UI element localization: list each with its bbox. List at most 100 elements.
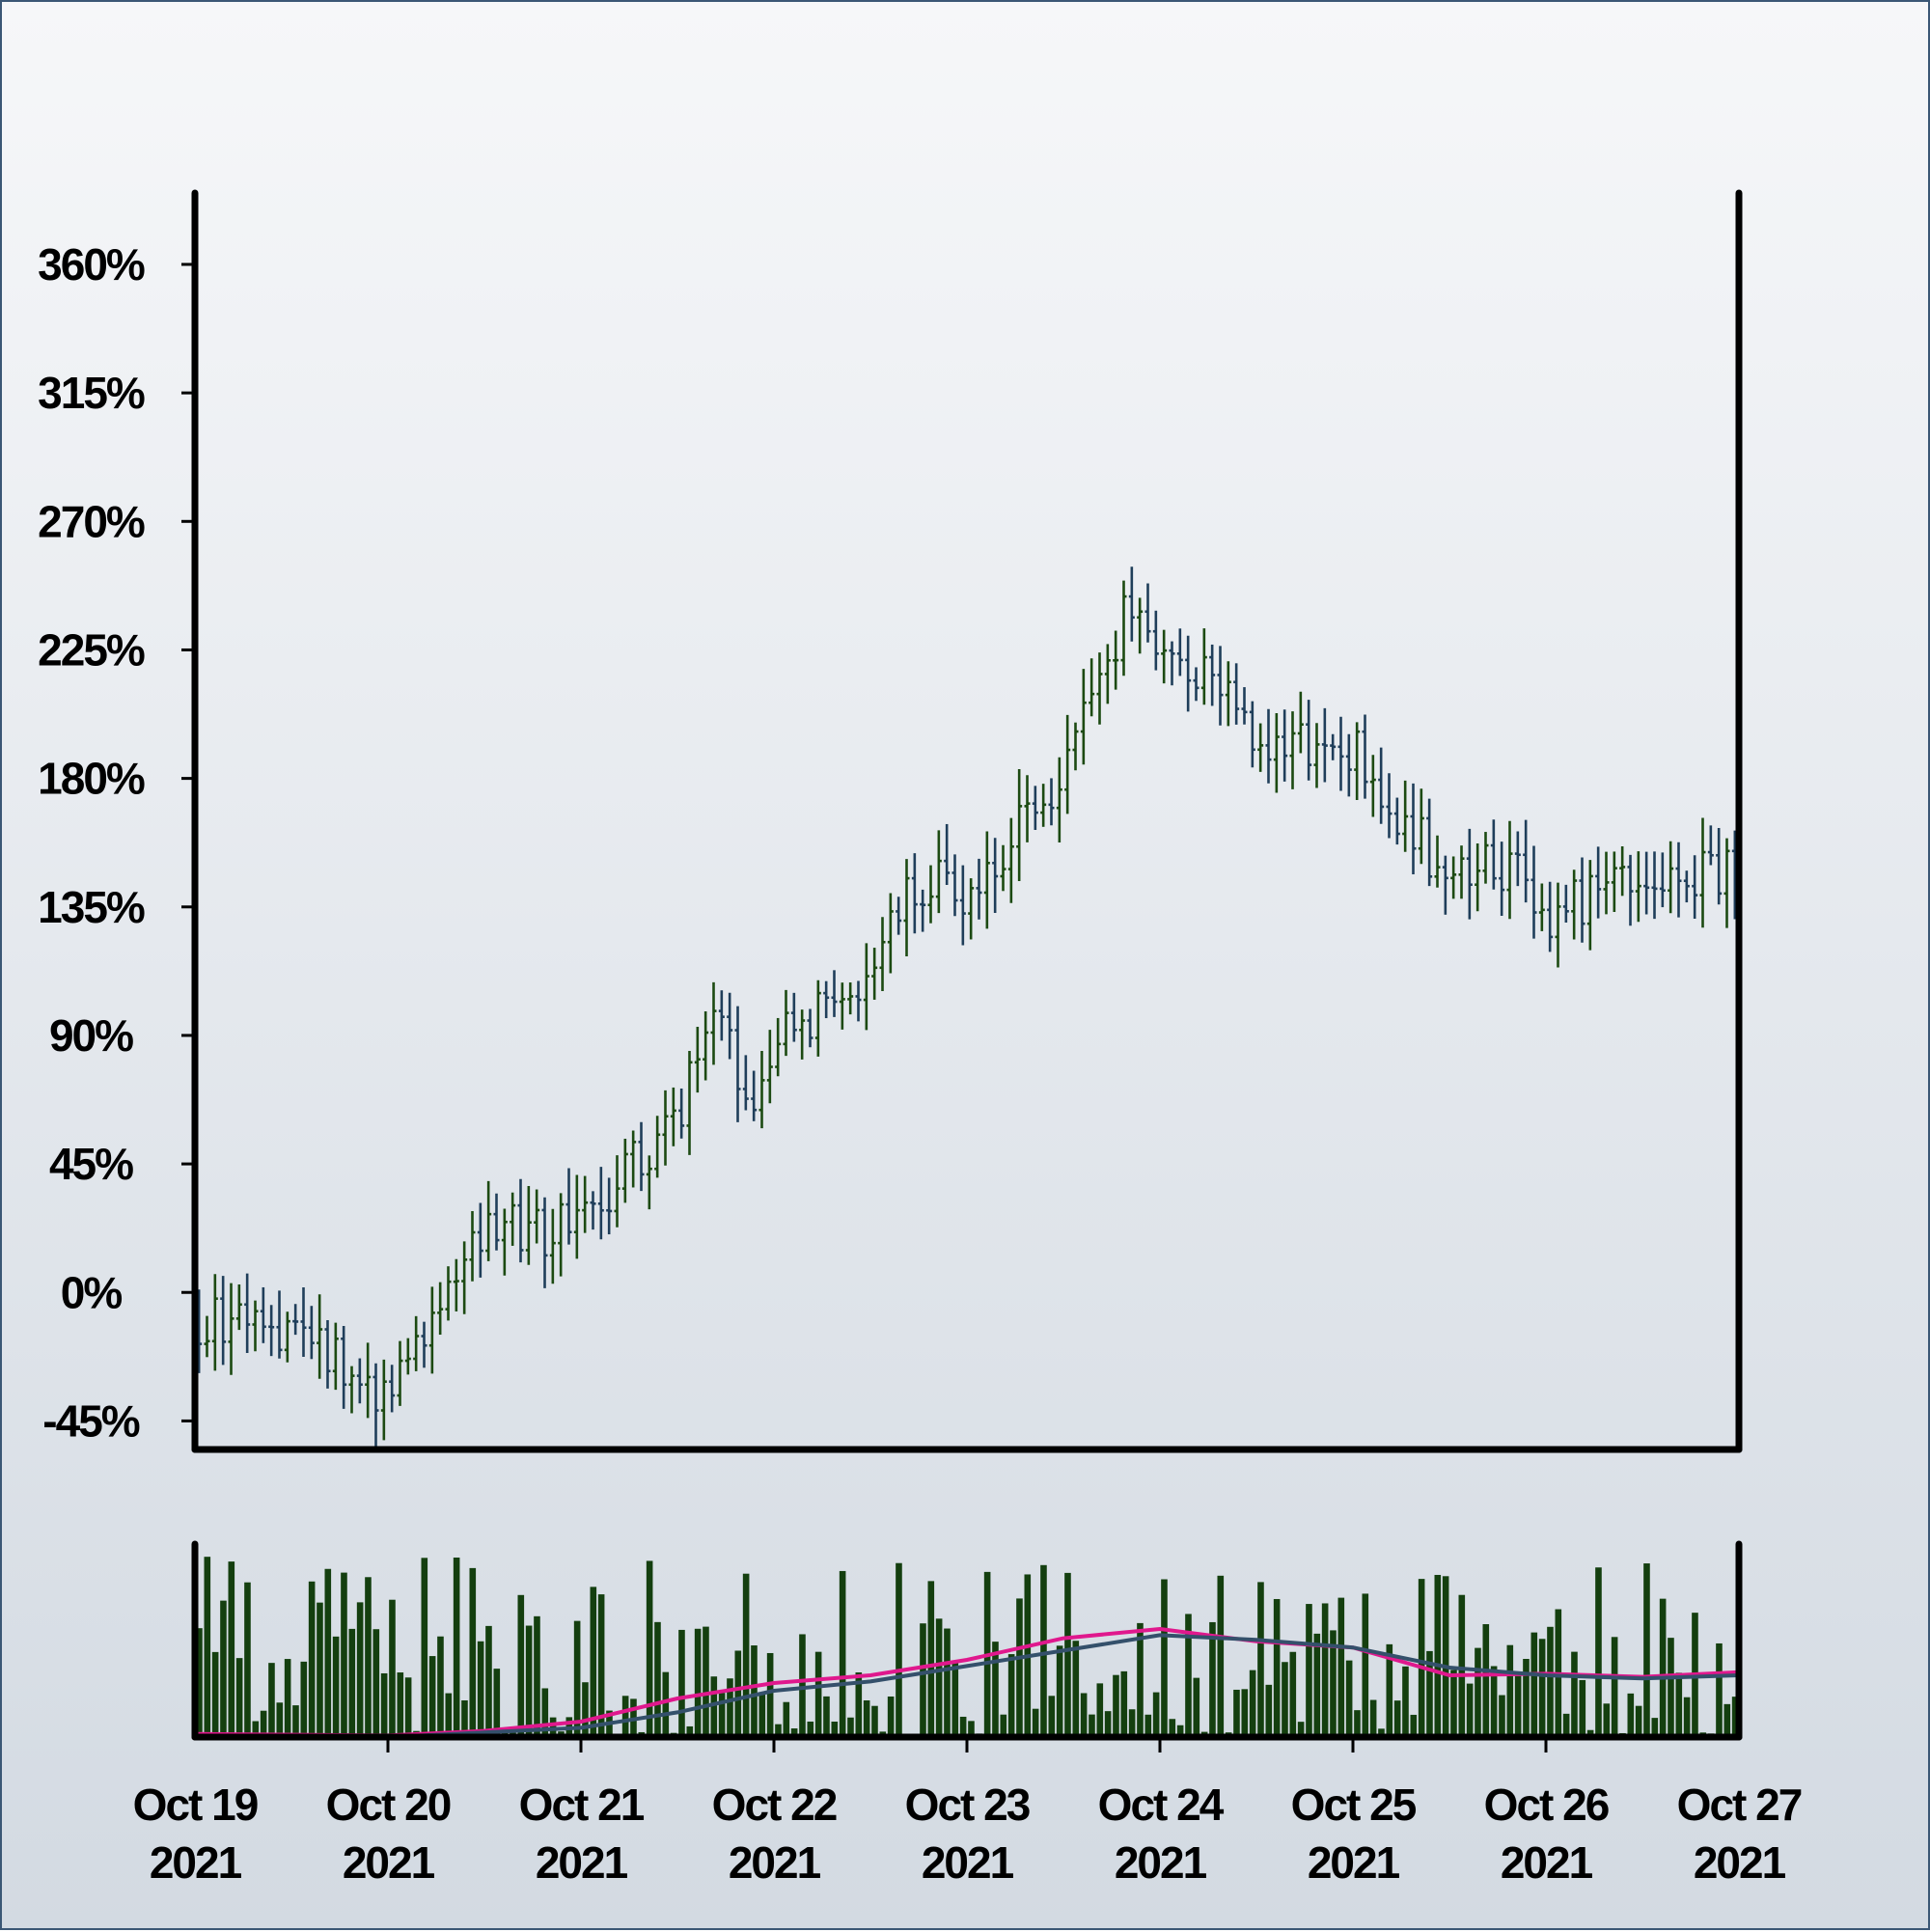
volume-bar — [896, 1562, 902, 1737]
ohlc-bar — [1193, 667, 1199, 702]
volume-bar — [1040, 1564, 1047, 1737]
ohlc-bar — [630, 1130, 637, 1188]
volume-bar — [1603, 1703, 1611, 1737]
volume-bar — [863, 1699, 870, 1737]
volume-bar — [590, 1587, 597, 1737]
ohlc-bar — [573, 1174, 580, 1259]
y-tick-label: -45% — [42, 1395, 139, 1446]
volume-bar — [389, 1599, 396, 1737]
ohlc-bar — [1306, 700, 1312, 781]
y-tick-label: 270% — [38, 496, 145, 546]
ohlc-bar — [317, 1294, 323, 1379]
ohlc-bar — [252, 1300, 259, 1352]
x-tick-label: Oct 24 — [1098, 1780, 1225, 1830]
ohlc-bar — [1265, 708, 1272, 784]
volume-bar — [1313, 1633, 1321, 1737]
ohlc-bar — [1482, 832, 1489, 884]
price-bars — [196, 566, 1738, 1447]
volume-ma-short-line — [194, 1627, 1740, 1738]
ohlc-bar — [1523, 819, 1530, 903]
ohlc-bar — [1514, 831, 1521, 887]
ohlc-bar — [1113, 630, 1119, 690]
volume-bar — [196, 1628, 203, 1737]
volume-bar — [204, 1557, 211, 1737]
volume-bar — [1056, 1645, 1063, 1737]
ohlc-bar — [1064, 714, 1071, 814]
volume-bar — [582, 1682, 589, 1737]
ohlc-bar — [935, 830, 942, 914]
volume-bar — [461, 1699, 468, 1737]
ohlc-bar — [348, 1366, 355, 1414]
volume-bar — [1499, 1695, 1505, 1737]
volume-bar — [887, 1696, 895, 1737]
ohlc-bar — [469, 1210, 476, 1282]
ohlc-bar — [621, 1139, 628, 1203]
ohlc-bar — [1707, 825, 1714, 866]
volume-bar — [1096, 1683, 1104, 1737]
volume-bar — [1579, 1679, 1586, 1737]
volume-bar — [1450, 1670, 1457, 1737]
ohlc-bar — [678, 1088, 685, 1139]
volume-bar — [1434, 1574, 1442, 1737]
ohlc-bar — [783, 989, 789, 1057]
volume-bar — [324, 1568, 332, 1737]
x-tick-year-label: 2021 — [1115, 1837, 1207, 1888]
volume-bar — [485, 1625, 492, 1737]
ohlc-bar — [549, 1208, 556, 1284]
volume-bar — [469, 1567, 477, 1737]
x-tick-year-label: 2021 — [1308, 1837, 1400, 1888]
volume-bar — [703, 1626, 709, 1737]
volume-bar — [1571, 1651, 1578, 1737]
ohlc-bar — [1241, 687, 1248, 725]
ohlc-bar — [976, 858, 982, 920]
volume-bar — [292, 1705, 299, 1737]
ohlc-bar — [758, 1051, 765, 1129]
ohlc-bar — [1152, 610, 1159, 671]
volume-moving-averages — [194, 1627, 1740, 1739]
volume-bar — [1675, 1672, 1683, 1737]
volume-bar — [807, 1721, 814, 1737]
ohlc-bar — [308, 1306, 315, 1360]
ohlc-bar — [510, 1192, 516, 1246]
volume-bar — [1369, 1699, 1377, 1737]
y-tick-label: 90% — [49, 1010, 133, 1061]
volume-bar — [1193, 1677, 1200, 1737]
volume-bar — [1104, 1711, 1112, 1737]
ohlc-bar — [597, 1167, 604, 1240]
volume-bar — [1144, 1714, 1152, 1737]
volume-bar — [348, 1628, 356, 1737]
volume-bar — [1716, 1642, 1723, 1737]
ohlc-bar — [1032, 786, 1038, 831]
ohlc-bar — [1555, 882, 1561, 968]
ohlc-bar — [1169, 641, 1175, 686]
ohlc-bar — [1659, 852, 1666, 908]
volume-bar — [944, 1628, 951, 1737]
ohlc-bar — [1120, 580, 1127, 676]
ohlc-bar — [1651, 851, 1658, 920]
volume-bar — [1418, 1579, 1425, 1737]
ohlc-bar — [1410, 783, 1417, 875]
volume-bar — [1000, 1714, 1007, 1737]
ohlc-bar — [1056, 757, 1062, 842]
ohlc-bar — [839, 982, 845, 1030]
ohlc-bar — [1611, 851, 1617, 913]
volume-bar — [1113, 1674, 1119, 1737]
volume-bar — [1169, 1719, 1176, 1737]
ohlc-bar — [220, 1276, 227, 1366]
ohlc-bar — [1200, 628, 1207, 705]
ohlc-bar — [1402, 780, 1409, 852]
volume-bar — [284, 1659, 291, 1737]
ohlc-bar — [1547, 881, 1554, 952]
volume-bar — [1386, 1643, 1393, 1737]
volume-bar — [1562, 1713, 1570, 1737]
x-tick-year-label: 2021 — [1501, 1837, 1593, 1888]
ohlc-bar — [1635, 851, 1641, 923]
volume-bar — [220, 1600, 227, 1737]
ohlc-bar — [372, 1363, 379, 1447]
ohlc-bar — [1393, 797, 1400, 845]
volume-bar — [1209, 1621, 1216, 1737]
ohlc-bar — [284, 1311, 290, 1363]
volume-bar — [847, 1717, 854, 1737]
ohlc-bar — [670, 1087, 676, 1146]
